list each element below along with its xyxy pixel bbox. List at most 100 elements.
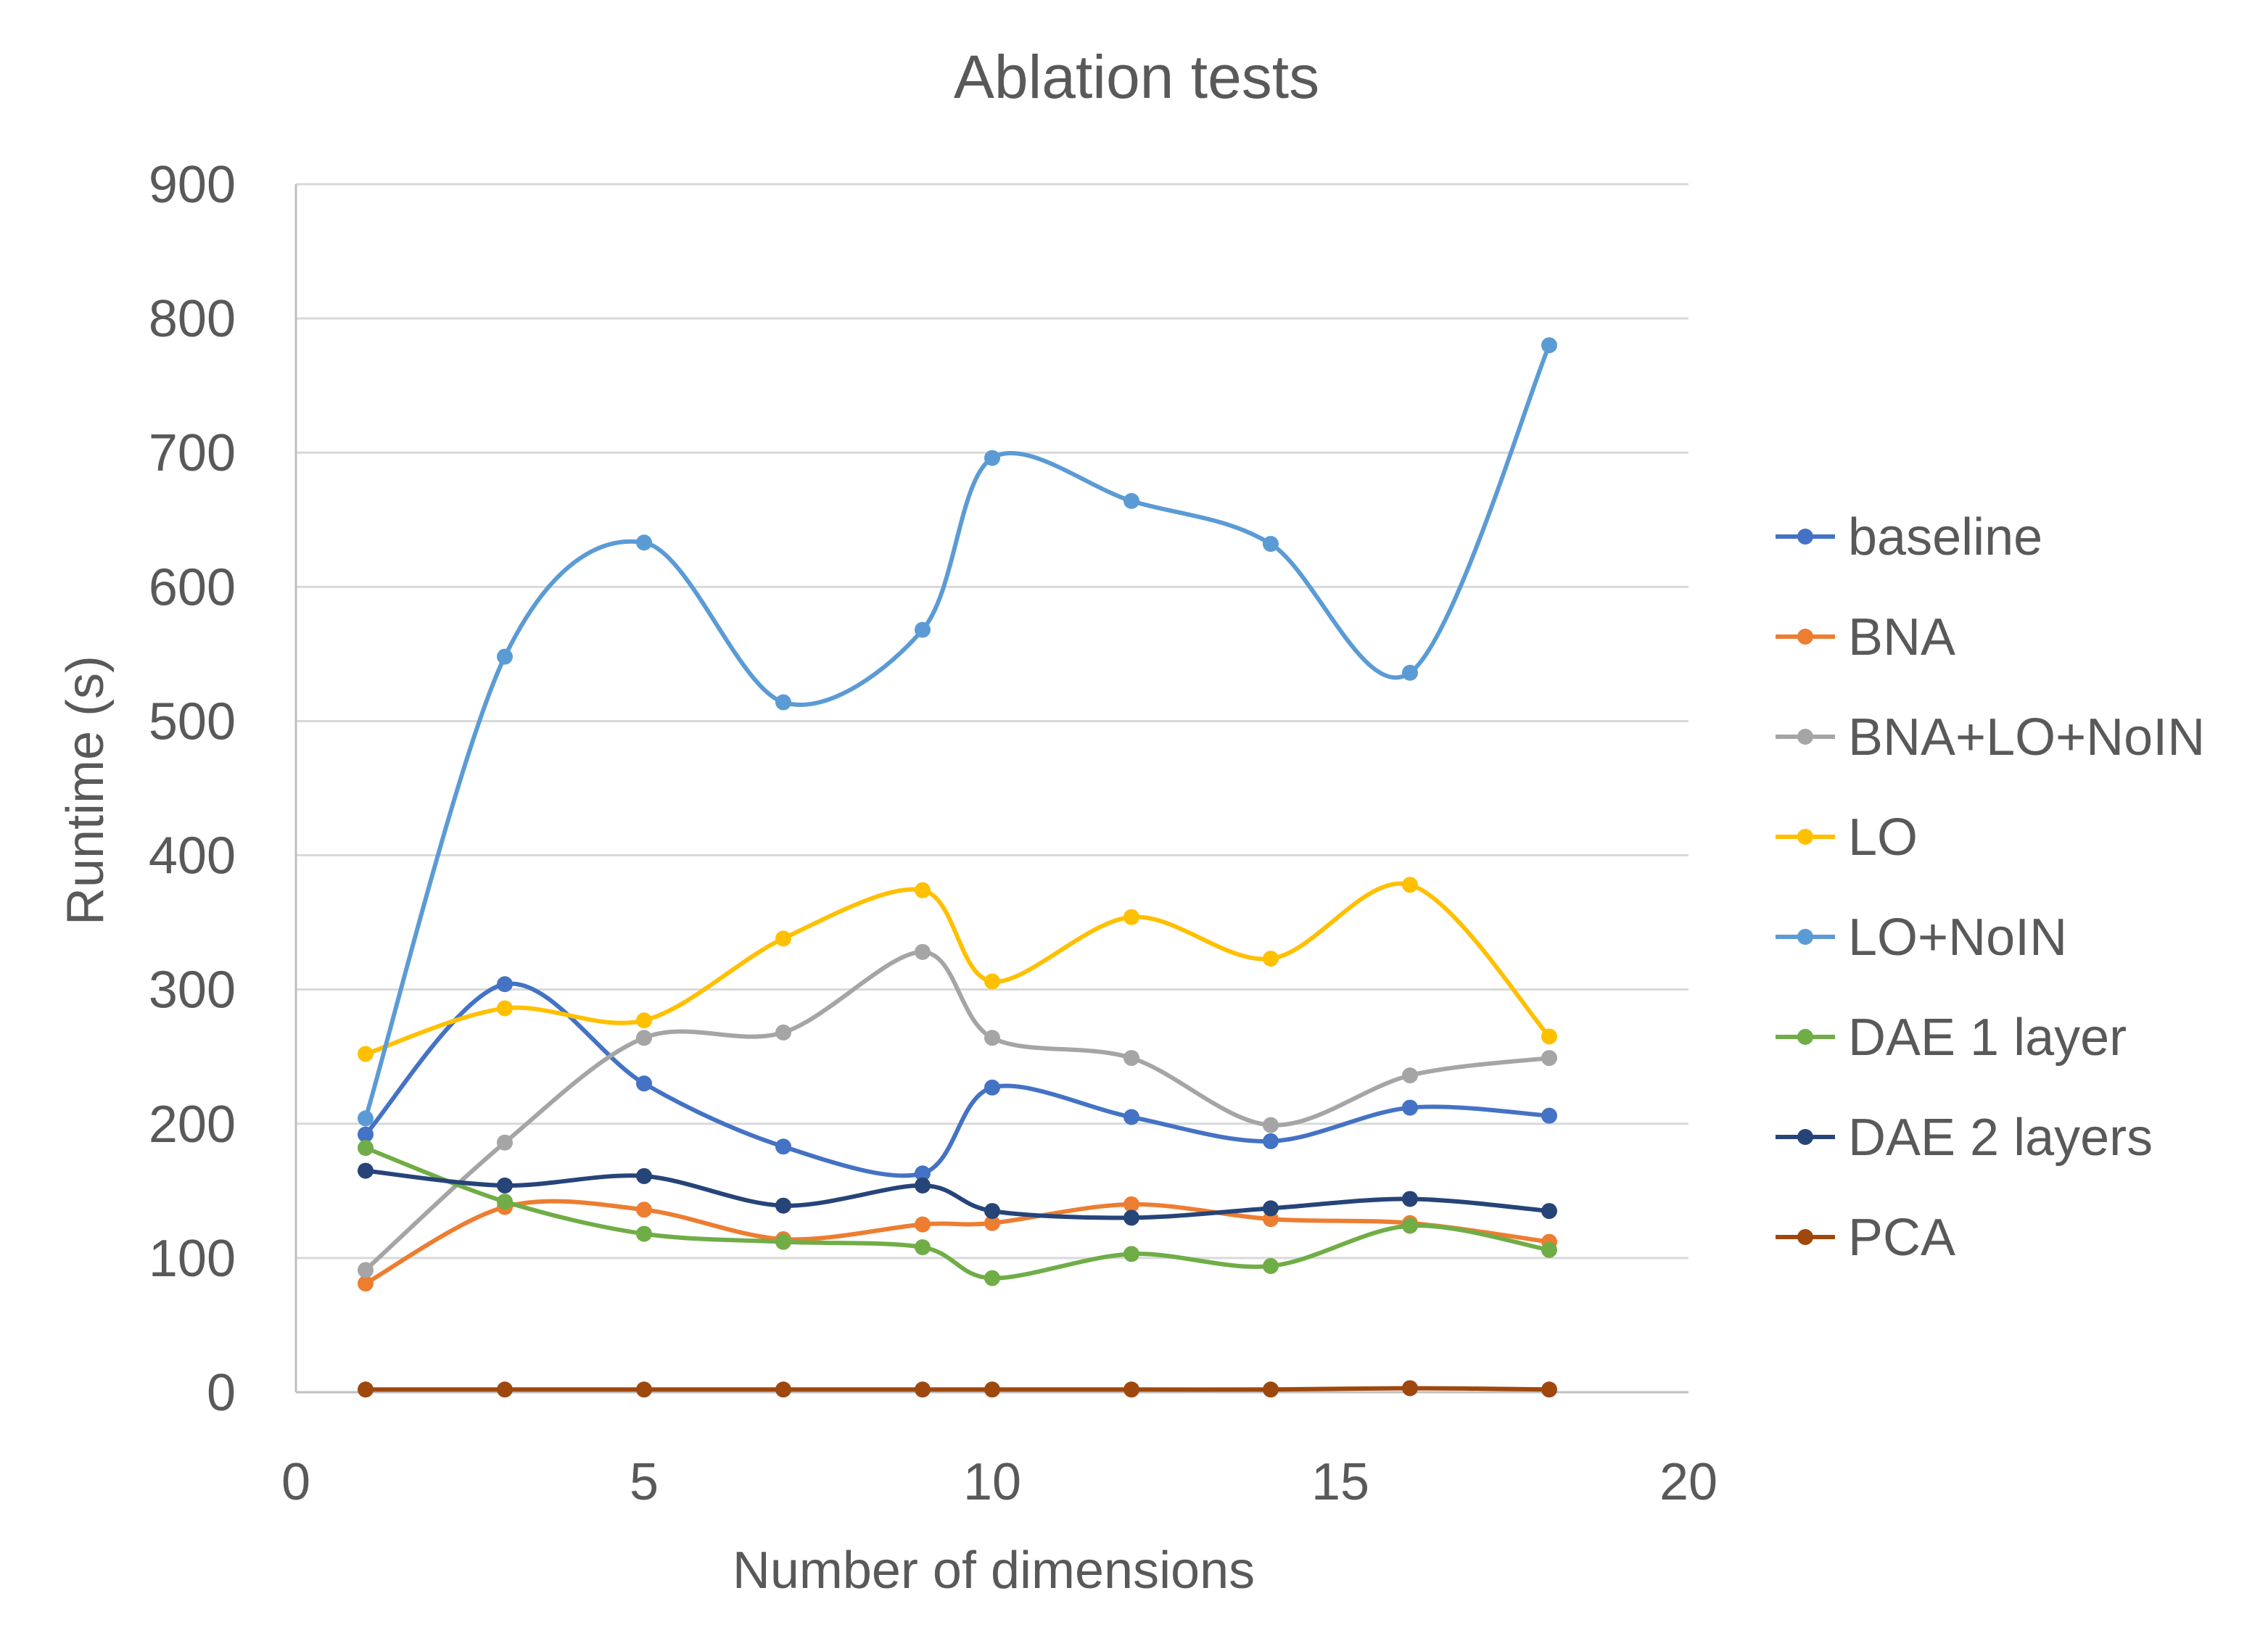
legend-item-pca: PCA [1776,1209,1955,1267]
legend-label: PCA [1848,1209,1955,1267]
data-point-bna [636,1202,652,1218]
data-point-bna-lo-noin [1402,1067,1418,1084]
data-point-dae-2-layers [775,1197,791,1214]
data-point-dae-2-layers [1541,1203,1557,1220]
data-point-lo [984,973,1000,990]
legend-swatch-marker [1797,1229,1813,1245]
data-point-dae-1-layer [636,1225,652,1242]
x-tick-label: 20 [1659,1453,1718,1511]
data-point-bna-lo-noin [1123,1050,1139,1067]
legend-item-lo: LO [1776,808,1918,867]
data-point-lo [497,1000,513,1017]
data-point-lo [1541,1028,1557,1045]
data-point-baseline [1123,1109,1139,1125]
legend-swatch-marker [1797,829,1813,845]
data-point-bna-lo-noin [358,1262,374,1278]
data-point-baseline [497,976,513,993]
legend-label: BNA [1848,608,1955,666]
data-point-lo [775,930,791,947]
series-line-dae-1-layer [364,1146,1550,1281]
legend-swatch-marker [1797,529,1813,545]
x-axis-label: Number of dimensions [733,1542,1255,1600]
series-line-bna-lo-noin [363,949,1550,1272]
series-baseline [358,976,1557,1182]
series-dae-1-layer [358,1140,1557,1286]
data-point-lo-noin [1123,492,1139,509]
x-tick-labels: 0 5 10 15 20 [281,1453,1718,1511]
legend-item-dae-2-layers: DAE 2 layers [1776,1109,2153,1167]
data-point-dae-1-layer [358,1140,374,1157]
data-point-dae-1-layer [775,1233,791,1250]
data-point-dae-1-layer [497,1194,513,1210]
data-point-bna-lo-noin [775,1024,791,1041]
legend-label: LO+NoIN [1848,909,2067,967]
data-point-lo-noin [915,621,931,638]
data-point-pca [1402,1380,1418,1397]
y-tick-label: 500 [149,692,236,750]
data-point-pca [636,1381,652,1398]
data-point-lo-noin [1402,664,1418,681]
legend-item-bna: BNA [1776,608,1955,666]
y-tick-labels: 0 100 200 300 400 500 600 700 800 900 [149,156,236,1422]
y-tick-label: 100 [149,1230,236,1288]
data-point-bna [358,1275,374,1292]
legend-item-bna-lo-noin: BNA+LO+NoIN [1776,708,2205,766]
data-point-baseline [358,1126,374,1143]
series-line-lo-noin [363,344,1551,1120]
data-point-dae-2-layers [1402,1191,1418,1207]
legend-item-baseline: baseline [1776,508,2042,566]
data-point-bna [984,1215,1000,1231]
x-tick-label: 10 [963,1453,1021,1511]
data-point-lo [915,882,931,898]
data-point-dae-1-layer [1123,1246,1139,1262]
legend-swatch-marker [1797,1029,1813,1045]
x-tick-label: 5 [630,1453,659,1511]
data-point-dae-2-layers [358,1162,374,1179]
data-point-lo-noin [1541,337,1557,354]
data-point-baseline [636,1075,652,1092]
y-tick-label: 600 [149,558,236,616]
series-line-lo [365,881,1551,1056]
data-point-bna-lo-noin [984,1030,1000,1046]
data-point-baseline [775,1138,791,1155]
y-tick-label: 800 [149,290,236,348]
data-point-bna-lo-noin [915,943,931,960]
y-tick-label: 200 [149,1096,236,1154]
data-point-dae-1-layer [984,1270,1000,1286]
series-lo [358,877,1557,1062]
data-point-dae-1-layer [1541,1241,1557,1258]
series-line-bna [364,1199,1550,1286]
data-point-dae-2-layers [915,1177,931,1194]
series-line-baseline [363,981,1550,1178]
y-tick-label: 700 [149,424,236,482]
series-line-pca [366,1386,1550,1392]
data-point-lo-noin [497,648,513,665]
data-point-dae-2-layers [497,1177,513,1194]
series-lo-noin [358,337,1557,1127]
data-point-lo-noin [1263,536,1279,553]
legend-swatch-marker [1797,1129,1813,1145]
data-point-pca [497,1381,513,1398]
data-point-baseline [1263,1133,1279,1149]
y-tick-label: 300 [149,961,236,1020]
legend-label: LO [1848,808,1918,867]
legend: baseline BNA BNA+LO+NoIN LO LO+NoIN DAE 1 lay… [1776,508,2205,1267]
data-point-bna [1123,1196,1139,1212]
data-point-baseline [984,1079,1000,1096]
legend-label: DAE 1 layer [1848,1009,2127,1067]
y-tick-label: 0 [207,1364,236,1422]
legend-label: baseline [1848,508,2042,566]
legend-swatch-marker [1797,629,1813,645]
data-point-lo [1263,951,1279,967]
data-point-dae-1-layer [1263,1257,1279,1274]
data-point-dae-2-layers [1263,1200,1279,1217]
y-tick-label: 900 [149,156,236,214]
x-tick-label: 0 [281,1453,310,1511]
data-point-pca [1123,1381,1139,1398]
gridlines [296,183,1688,1260]
legend-label: BNA+LO+NoIN [1848,708,2205,766]
data-point-dae-2-layers [984,1203,1000,1220]
data-point-pca [1541,1381,1557,1398]
data-point-lo [636,1012,652,1029]
